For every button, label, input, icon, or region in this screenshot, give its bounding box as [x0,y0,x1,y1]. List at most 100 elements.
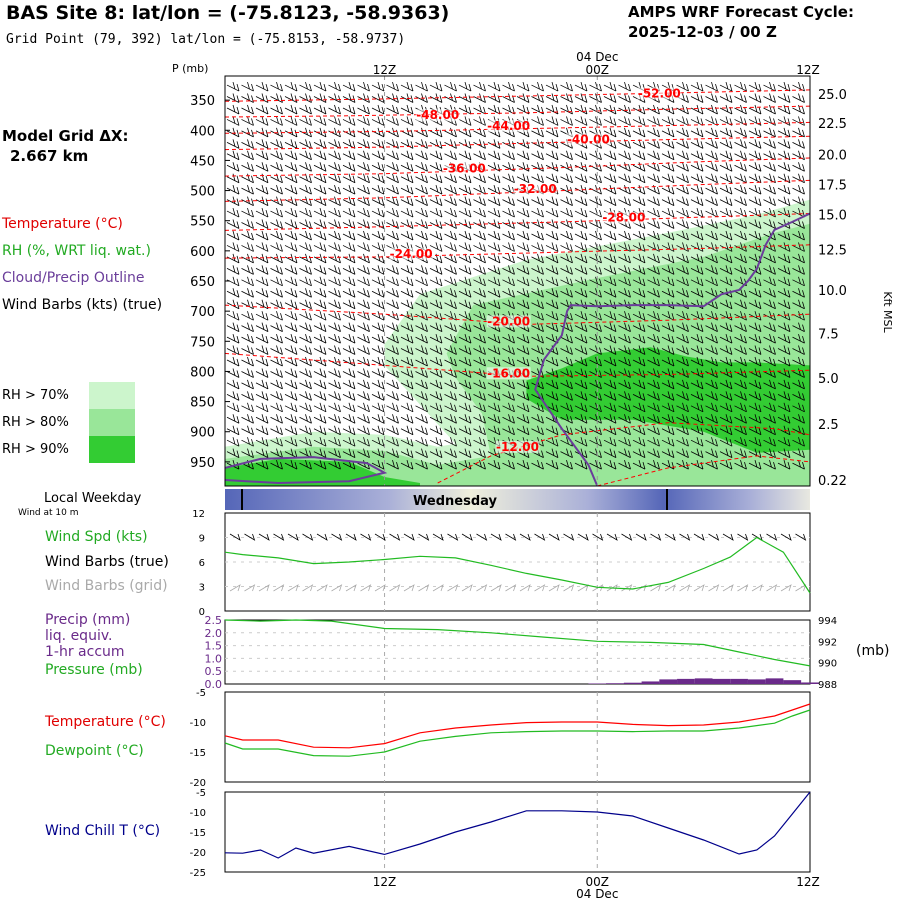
wind-barb [270,322,283,332]
wind-barb [255,81,269,92]
wind-barb [241,150,254,161]
wind-barb [545,459,559,470]
wind-barb [763,139,776,149]
pressure-tick-label: 988 [818,680,837,691]
wind-barbs-upper-air [226,81,805,470]
wind-barb [763,93,776,103]
wind-barb [734,437,747,447]
wind-barb [313,139,327,149]
wind-barb-true [403,533,415,541]
wind-barb [661,356,675,367]
wind-barb [661,139,675,149]
wind-barb [487,299,501,310]
wind-barb [473,219,486,229]
wind-barb [299,459,312,470]
wind-barb [400,104,414,115]
precip-bar [801,682,819,684]
wind-barb [792,288,805,298]
wind-barb [444,322,457,332]
precip-tick-label: 1.0 [205,652,223,665]
wind-barb-grid [563,584,575,592]
wind-barb [444,425,457,436]
wind-barb [719,425,733,436]
wind-barb [545,116,559,126]
wind-barb [792,414,805,424]
wind-barb [444,196,457,206]
temperature-contour-label: -52.00 [638,87,681,101]
wind-barb [299,414,312,424]
wind-barb [603,437,617,447]
wind-barb [429,459,443,470]
wind-barb-grid [592,584,604,592]
wind-barb [647,425,660,436]
wind-barb [415,230,428,241]
contour-label-bg [637,87,682,100]
wind-barb [400,368,414,378]
wind-barb [705,162,718,172]
wind-barb [734,391,747,401]
wind-barb-grid [737,584,749,592]
wind-barb [299,127,312,138]
wind-barb [705,368,718,378]
wind-barb [589,196,602,206]
wind-barb [661,207,675,218]
wind-barb [516,459,530,470]
wind-barb [647,437,660,447]
wind-barb [777,173,791,184]
wind-barb [792,173,805,184]
wind-barb-grid [345,584,357,592]
wind-panel: 0 3 6 9 12 [192,509,811,618]
wind-barb [618,162,631,172]
wind-barb [777,356,791,367]
wind-barb [676,242,689,252]
wind-barb [299,333,312,344]
wind-barb [763,276,776,287]
wind-barb [676,219,689,229]
temp-panel-frame [224,691,811,783]
wind-barb [748,185,762,195]
wind-barb [357,242,370,252]
wind-barb [386,265,399,275]
wind-barb [255,345,269,355]
wind-barb [748,288,762,298]
wind-barb [299,150,312,161]
wind-barb [444,391,457,401]
wind-barb [328,185,341,195]
wind-barb [661,104,675,115]
wind-barb [705,219,718,229]
wind-barb [444,414,457,424]
wind-barb [386,379,399,390]
wind-barb [487,253,501,264]
wind-barb [647,356,660,367]
wind-barb [458,345,472,355]
wind-barb [226,230,240,241]
wind-barb-true [795,533,807,541]
wind-barb [371,185,385,195]
wind-barb [429,150,443,161]
wind-barb [255,379,269,390]
wind-barb [777,459,791,470]
wind-barb [531,116,544,126]
wind-barb [676,127,689,138]
wind-barb [241,311,254,321]
wind-barb [328,345,341,355]
wind-barb [444,242,457,252]
wind-barb [792,299,805,310]
wind-barb [734,150,747,161]
wind-barb-grid [374,584,386,592]
wind-barb [342,276,356,287]
wind-barb [371,402,385,413]
wind-barb [270,437,283,447]
wind-barb [386,104,399,115]
wind-barb [763,379,776,390]
wind-barb [270,345,283,355]
kft-tick-label: 22.5 [818,117,847,132]
wind-barb [603,81,617,92]
wind-barb [255,448,269,459]
wind-barb [458,127,472,138]
legend-temperature: Temperature (°C) [2,216,123,232]
contour-label-bg [495,440,540,453]
wind-barb [270,368,283,378]
wind-barb [618,448,631,459]
wind-barb [560,116,573,126]
